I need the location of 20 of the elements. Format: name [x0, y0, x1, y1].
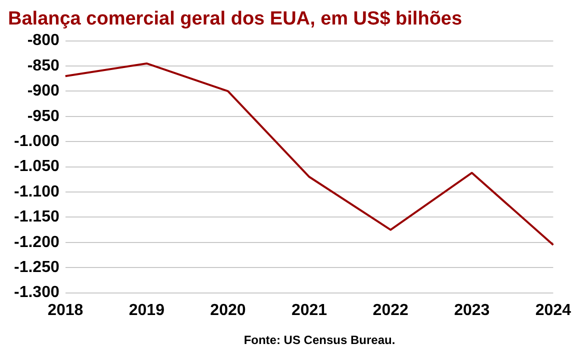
- y-tick-label: -1.100: [14, 183, 60, 200]
- y-tick-label: -850: [27, 57, 60, 74]
- x-tick-label: 2024: [535, 302, 572, 319]
- x-tick-label: 2018: [48, 302, 84, 319]
- y-tick-label: -1.150: [14, 208, 60, 226]
- x-tick-label: 2023: [454, 302, 490, 319]
- x-tick-label: 2019: [128, 302, 165, 319]
- chart-title: Balança comercial geral dos EUA, em US$ bilhões: [8, 8, 462, 30]
- y-tick-label: -950: [27, 108, 60, 125]
- y-tick-label: -800: [27, 32, 60, 50]
- y-tick-label: -1.000: [14, 133, 60, 150]
- source-note: Fonte: US Census Bureau.: [242, 333, 396, 347]
- x-tick-label: 2022: [372, 302, 408, 319]
- y-tick-label: -1.050: [14, 158, 60, 176]
- y-tick-label: -1.300: [14, 284, 60, 302]
- x-tick-label: 2020: [210, 302, 246, 319]
- x-tick-label: 2021: [291, 302, 328, 319]
- y-tick-label: -1.200: [14, 234, 60, 251]
- y-tick-label: -1.250: [14, 259, 60, 276]
- y-tick-label: -900: [27, 82, 60, 100]
